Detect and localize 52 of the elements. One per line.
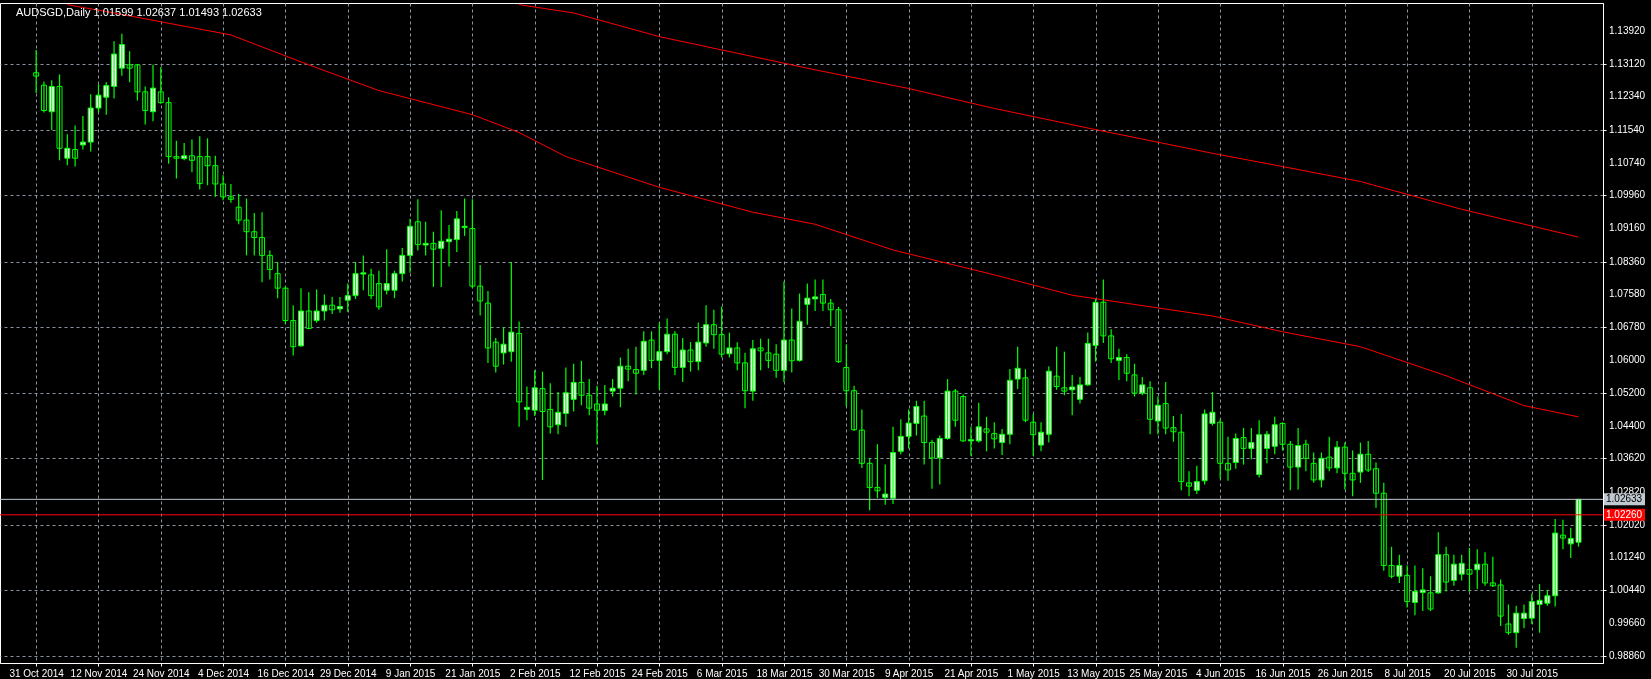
x-tick-label: 21 Jan 2015 [445,667,501,679]
y-tick-label: 1.09160 [1609,222,1646,234]
candlestick [79,115,86,151]
x-tick-label: 24 Feb 2015 [631,667,689,679]
x-tick-label: 9 Apr 2015 [884,667,934,679]
candlestick [967,426,974,457]
x-tick-label: 13 May 2015 [1067,667,1126,679]
x-tick-label: 25 May 2015 [1129,667,1188,679]
x-tick-label: 1 May 2015 [1007,667,1061,679]
x-tick-label: 18 Mar 2015 [756,667,813,679]
x-tick-label: 4 Jun 2015 [1195,667,1246,679]
x-tick-label: 24 Nov 2014 [132,667,191,679]
y-tick-label: 0.99660 [1609,616,1646,628]
candlestick [812,278,819,312]
y-tick-label: 1.01240 [1609,551,1646,563]
y-tick-label: 1.00440 [1609,584,1646,596]
y-tick-label: 1.04400 [1609,419,1646,431]
y-tick-label: 1.11540 [1609,123,1645,135]
x-tick-label: 2 Feb 2015 [509,667,561,679]
y-tick-label: 1.12340 [1609,90,1646,102]
x-tick-label: 26 Jun 2015 [1317,667,1374,679]
candlestick [804,283,811,326]
y-tick-label: 1.03620 [1609,452,1646,464]
y-tick-label: 1.05200 [1609,386,1646,398]
y-tick-label: 1.06780 [1609,321,1646,333]
line-series [518,4,1580,238]
x-tick-label: 12 Nov 2014 [70,667,128,679]
x-tick-label: 21 Apr 2015 [944,667,999,679]
x-tick-label: 12 Feb 2015 [569,667,627,679]
x-tick-label: 16 Dec 2014 [257,667,315,679]
y-tick-label: 1.02020 [1609,518,1646,530]
x-tick-label: 6 Mar 2015 [696,667,748,679]
x-tick-label: 9 Jan 2015 [385,667,436,679]
y-tick-label: 1.08360 [1609,255,1646,267]
x-tick-label: 31 Oct 2014 [9,667,65,679]
x-tick-label: 16 Jun 2015 [1255,667,1311,679]
y-tick-label: 1.09960 [1609,189,1646,201]
y-tick-label: 1.13120 [1609,58,1646,70]
y-tick-label: 1.10740 [1609,156,1646,168]
x-tick-label: 29 Dec 2014 [319,667,378,679]
y-tick-label: 1.07580 [1609,287,1646,299]
x-tick-label: 30 Mar 2015 [818,667,876,679]
candlestick [33,49,40,94]
y-tick-label: 0.98860 [1609,649,1646,661]
y-tick-label: 1.06000 [1609,353,1646,365]
candlestick [882,463,889,506]
x-tick-label: 4 Dec 2014 [198,667,250,679]
x-tick-label: 30 Jul 2015 [1506,667,1559,679]
y-tick-label: 1.13920 [1609,24,1646,36]
ref-line-label: 1.02260 [1606,508,1643,520]
x-tick-label: 20 Jul 2015 [1444,667,1497,679]
x-tick-label: 8 Jul 2015 [1384,667,1432,679]
